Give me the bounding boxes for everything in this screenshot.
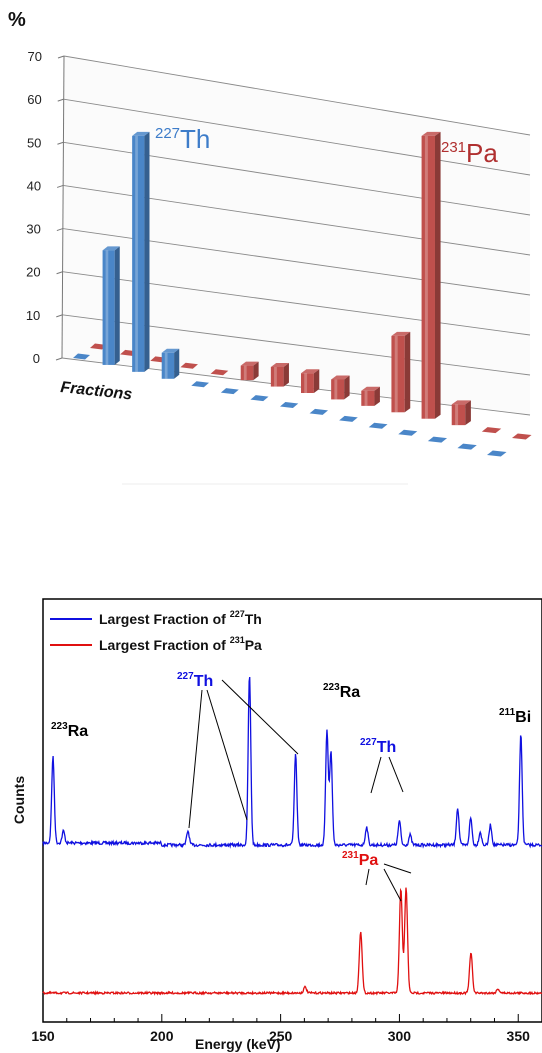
series-label-pa-mass: 231 — [441, 139, 466, 156]
annotation-pa231-arrows — [365, 863, 412, 902]
y-tick-label: 20 — [26, 265, 40, 280]
bars — [73, 131, 532, 457]
annotation-th227-b-arrows — [370, 756, 404, 794]
bar-pa-fraction-9 — [331, 375, 350, 400]
x-tick-label: 150 — [31, 1028, 55, 1044]
annotation-th227-a: 227Th — [177, 671, 213, 690]
bar-th-fraction-13 — [427, 436, 448, 443]
bar-pa-fraction-10 — [361, 386, 380, 406]
spectrum-line-pa231 — [42, 887, 542, 996]
y-axis-line — [61, 55, 65, 359]
y-tick-label: 70 — [28, 49, 42, 64]
bar-pa-fraction-5 — [210, 369, 229, 376]
annotation-th227-b: 227Th — [360, 737, 396, 756]
grid-tick — [57, 141, 64, 145]
bar-th-fraction-5 — [191, 381, 210, 388]
bar-th-fraction-1 — [73, 353, 90, 360]
x-ticks: 150 200 250 300 350 — [31, 1014, 542, 1044]
bar-th-fraction-14 — [457, 443, 477, 450]
bar-th-fraction-6 — [220, 388, 239, 395]
x-axis-label: Energy (keV) — [195, 1036, 281, 1052]
x-tick-label: 350 — [507, 1028, 531, 1044]
bar-th-fraction-7 — [250, 395, 269, 402]
annotation-pa231: 231Pa — [342, 850, 378, 869]
bar-pa-fraction-12 — [421, 131, 441, 419]
y-tick-label: 60 — [27, 92, 41, 107]
back-wall — [62, 56, 530, 415]
y-tick-label: 40 — [27, 178, 41, 193]
y-axis-label: Counts — [11, 776, 27, 824]
grid-tick — [56, 271, 63, 275]
grid-tick — [57, 98, 64, 102]
bar-pa-fraction-7 — [270, 362, 289, 387]
legend-label-pa: Largest Fraction of 231Pa — [99, 635, 262, 653]
legend: Largest Fraction of 227Th Largest Fracti… — [50, 609, 262, 653]
grid-tick — [55, 357, 63, 361]
bar-th-fraction-15 — [487, 450, 507, 457]
bar-th-fraction-8 — [280, 402, 299, 408]
spectrum-lines — [42, 676, 542, 996]
legend-label-th: Largest Fraction of 227Th — [99, 609, 262, 627]
annotation-bi211: 211Bi — [499, 707, 531, 726]
bar-pa-fraction-13 — [451, 400, 471, 426]
grid-tick — [56, 184, 64, 188]
series-label-th: 227Th — [155, 124, 210, 154]
y-tick-label: 0 — [33, 351, 40, 366]
bar-pa-fraction-4 — [180, 362, 198, 369]
bar-th-fraction-9 — [309, 408, 329, 415]
bar-pa-fraction-15 — [512, 433, 532, 440]
series-label-pa: 231Pa — [441, 138, 498, 168]
bar-th-fraction-3 — [132, 131, 150, 372]
y-tick-labels: 0 10 20 30 40 50 60 70 — [26, 49, 42, 366]
annotation-ra223-left: 223Ra — [51, 721, 88, 740]
bar-th-fraction-4 — [161, 348, 180, 379]
bar-pa-fraction-8 — [301, 369, 320, 393]
y-tick-label: 30 — [26, 222, 40, 237]
bar-th-fraction-11 — [368, 422, 388, 429]
grid-tick — [56, 314, 63, 318]
bar-th-fraction-2 — [102, 246, 120, 365]
annotation-ra223-right: 223Ra — [323, 682, 360, 701]
peak-annotations: 223Ra 227Th 223Ra 227Th 211Bi 231Pa — [51, 671, 531, 902]
x-tick-label: 250 — [269, 1028, 293, 1044]
y-tick-label: 10 — [26, 308, 40, 323]
y-axis-label: % — [8, 9, 26, 31]
bar-pa-fraction-14 — [481, 427, 502, 434]
grid-line — [63, 55, 531, 136]
bar-chart-3d: 0 10 20 30 40 50 60 70 % Fractions 227Th 231Pa — [8, 9, 532, 485]
plot-frame — [42, 598, 542, 1023]
annotation-th227-a-arrows — [188, 679, 299, 829]
spectrum-line-th227 — [42, 676, 542, 849]
bar-pa-fraction-6 — [240, 361, 259, 381]
bar-th-fraction-10 — [339, 415, 358, 422]
y-tick-label: 50 — [27, 135, 41, 150]
bar-pa-fraction-11 — [391, 331, 411, 413]
grid-tick — [56, 228, 64, 232]
series-label-pa-symbol: Pa — [466, 138, 498, 168]
series-label-th-mass: 227 — [155, 125, 180, 142]
grid-line — [63, 98, 531, 176]
x-tick-label: 300 — [388, 1028, 412, 1044]
chart-grid — [55, 55, 531, 416]
x-axis-label: Fractions — [60, 379, 133, 403]
series-label-th-symbol: Th — [180, 124, 210, 154]
x-tick-label: 200 — [150, 1028, 174, 1044]
bar-th-fraction-12 — [398, 429, 418, 436]
grid-tick — [57, 55, 65, 59]
